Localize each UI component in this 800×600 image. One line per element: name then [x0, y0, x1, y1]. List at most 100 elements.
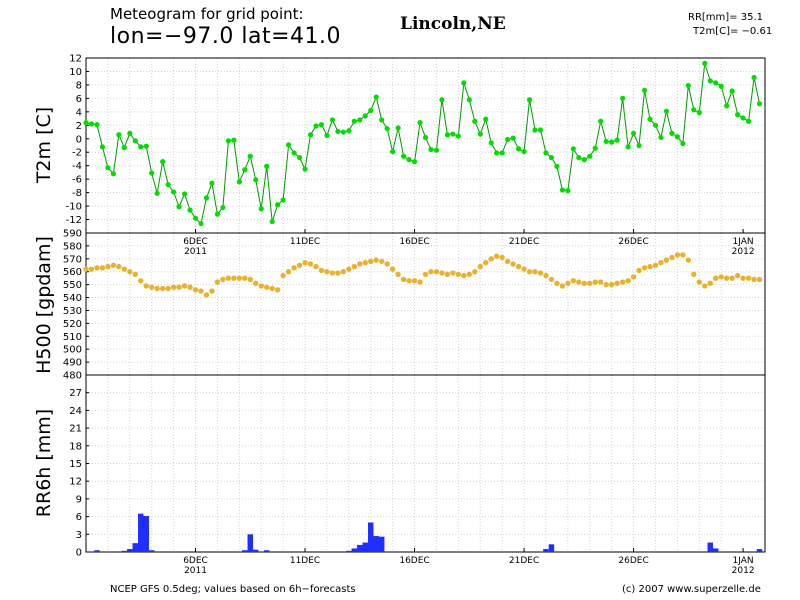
h500-point	[291, 265, 297, 271]
h500-point	[581, 280, 587, 287]
h500-point	[499, 254, 505, 261]
h500-panel: H500 [gpdam] 480 490 500 510 520 530 540 550 560…	[33, 229, 766, 382]
h500-point	[658, 259, 664, 266]
rr6h-bar	[756, 549, 763, 552]
t2m-point	[526, 97, 533, 103]
t2m-point	[395, 125, 401, 131]
h500-point	[729, 275, 735, 281]
y-tick-label: -2	[72, 148, 82, 159]
h500-point	[537, 270, 544, 276]
t2m-point	[565, 187, 571, 194]
t2m-point	[576, 155, 582, 161]
t2m-point	[379, 117, 385, 123]
t2m-point	[340, 129, 346, 135]
header-city: Lincoln,NE	[400, 14, 506, 34]
y-tick-label: 510	[63, 332, 82, 343]
t2m-point	[729, 88, 735, 94]
plot-frame	[85, 57, 766, 234]
h500-point	[318, 267, 325, 274]
h500-point	[745, 275, 752, 281]
y-tick-label: 530	[63, 306, 82, 317]
h500-point	[264, 284, 270, 290]
h500-point	[274, 287, 281, 293]
t2m-point	[724, 103, 730, 109]
t2m-point	[324, 132, 330, 139]
y-tick-label: 21	[69, 424, 82, 435]
h500-point	[181, 283, 188, 289]
y-tick-label: 12	[69, 54, 82, 65]
t2m-point	[258, 206, 264, 212]
h500-point	[307, 261, 314, 267]
t2m-point	[242, 167, 248, 173]
header-t2m-mean: T2m[C]= −0.61	[693, 26, 773, 37]
t2m-point	[171, 189, 177, 195]
x-tick-label: 26DEC	[618, 556, 648, 566]
t2m-point	[121, 144, 127, 151]
t2m-point	[680, 140, 686, 147]
x-tick-year: 2011	[184, 566, 207, 576]
t2m-point	[411, 159, 418, 165]
h500-point	[346, 266, 352, 272]
h500-point	[543, 272, 549, 279]
t2m-point	[537, 127, 544, 133]
t2m-point	[357, 117, 363, 123]
h500-point	[378, 258, 385, 265]
y-tick-label: 590	[63, 229, 82, 240]
t2m-point	[625, 144, 631, 150]
h500-point	[702, 283, 708, 289]
h500-point	[362, 259, 368, 266]
t2m-point	[521, 148, 527, 155]
t2m-point	[472, 118, 478, 124]
t2m-point	[674, 134, 680, 140]
h500-point	[477, 263, 483, 270]
h500-point	[619, 279, 626, 285]
h500-point	[428, 269, 434, 275]
h500-point	[236, 275, 243, 281]
h500-point	[132, 271, 138, 278]
t2m-point	[400, 153, 407, 159]
h500-point	[351, 263, 358, 270]
t2m-point	[663, 108, 670, 114]
h500-point	[176, 284, 182, 290]
h500-point	[707, 280, 713, 287]
t2m-point	[603, 138, 609, 145]
h500-point	[614, 280, 620, 287]
h500-point	[88, 266, 95, 272]
t2m-point	[231, 137, 237, 143]
h500-point	[149, 284, 155, 290]
h500-point	[565, 280, 571, 287]
h500-point	[696, 279, 702, 285]
t2m-point	[751, 74, 757, 81]
h500-point	[411, 278, 418, 284]
h500-point	[570, 278, 577, 284]
x-tick-year: 2012	[732, 566, 755, 576]
y-tick-label: 500	[63, 345, 82, 356]
t2m-point	[346, 128, 352, 134]
h500-point	[280, 272, 286, 279]
t2m-point	[275, 202, 281, 208]
t2m-point	[554, 163, 560, 169]
t2m-point	[461, 80, 467, 86]
t2m-point	[499, 150, 505, 156]
rr6h-bar	[143, 516, 149, 552]
h500-point	[636, 267, 642, 274]
h500-point	[488, 256, 494, 262]
t2m-point	[636, 142, 642, 149]
header-title: Meteogram for grid point:	[110, 5, 304, 23]
h500-point	[94, 265, 100, 271]
h500-point	[220, 276, 226, 283]
t2m-point	[214, 211, 221, 217]
h500-point	[187, 284, 193, 290]
t2m-point	[630, 130, 637, 136]
t2m-point	[450, 131, 456, 137]
h500-point	[751, 276, 757, 283]
x-tick-year: 2012	[732, 247, 755, 257]
t2m-point	[192, 215, 199, 221]
t2m-point	[515, 146, 522, 152]
t2m-point	[559, 187, 565, 193]
t2m-point	[138, 144, 144, 150]
h500-point	[526, 269, 533, 275]
h500-point	[99, 265, 106, 271]
t2m-point	[286, 142, 292, 148]
